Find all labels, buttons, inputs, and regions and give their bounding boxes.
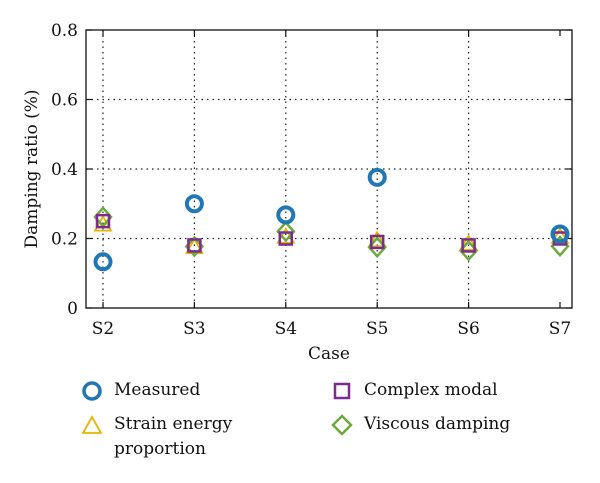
legend-label-strain-line1: Strain energy <box>114 414 233 434</box>
point-triangle-s5 <box>367 230 387 248</box>
point-triangle-s2 <box>93 214 113 232</box>
point-circle-s3 <box>184 194 204 214</box>
x-tick-label: S7 <box>549 319 571 339</box>
legend-label-complex-modal: Complex modal <box>364 380 498 400</box>
point-triangle-s6 <box>459 233 479 251</box>
point-square-s4 <box>278 231 294 246</box>
legend-label-viscous-damping: Viscous damping <box>364 414 511 434</box>
x-tick-label: S6 <box>457 319 479 339</box>
y-axis-ticks: 0 0.2 0.4 0.6 0.8 <box>51 21 572 319</box>
y-axis-label: Damping ratio (%) <box>22 89 42 248</box>
y-tick-label: 0.6 <box>51 91 78 111</box>
point-circle-s2 <box>93 252 113 272</box>
legend-label-strain-energy: Strain energy proportion <box>114 412 232 462</box>
data-marks <box>93 167 570 272</box>
y-tick-label: 0 <box>67 299 78 319</box>
legend-label-measured: Measured <box>114 380 201 400</box>
triangle-marker-icon <box>81 415 103 434</box>
point-square-s6 <box>461 238 476 253</box>
point-square-s2 <box>95 213 111 229</box>
point-square-s3 <box>187 238 202 253</box>
legend-item-viscous-damping: Viscous damping <box>330 412 510 437</box>
legend-item-measured: Measured <box>80 378 200 403</box>
square-marker-icon <box>333 382 351 400</box>
point-triangle-s3 <box>184 237 204 255</box>
point-diamond-s4 <box>276 220 296 243</box>
circle-marker-icon <box>82 381 102 401</box>
legend-item-complex-modal: Complex modal <box>330 378 498 403</box>
y-tick-label: 0.2 <box>51 230 78 250</box>
grid-lines <box>86 30 572 308</box>
x-tick-label: S3 <box>183 319 205 339</box>
point-circle-s5 <box>367 167 387 187</box>
x-tick-label: S2 <box>92 319 114 339</box>
x-axis-ticks: S2 S3 S4 S5 S6 S7 <box>92 30 571 339</box>
x-tick-label: S4 <box>275 319 297 339</box>
point-circle-s4 <box>276 205 296 225</box>
y-tick-label: 0.4 <box>51 160 78 180</box>
y-tick-label: 0.8 <box>51 21 78 41</box>
legend-item-strain-energy: Strain energy proportion <box>80 412 232 462</box>
legend: Measured Complex modal Strain energy pro… <box>80 378 580 478</box>
legend-label-strain-line2: proportion <box>114 439 206 459</box>
x-tick-label: S5 <box>366 319 388 339</box>
x-axis-label: Case <box>308 344 350 364</box>
point-square-s5 <box>369 234 385 250</box>
point-circle-s7 <box>550 224 570 244</box>
diamond-marker-icon <box>331 414 353 436</box>
